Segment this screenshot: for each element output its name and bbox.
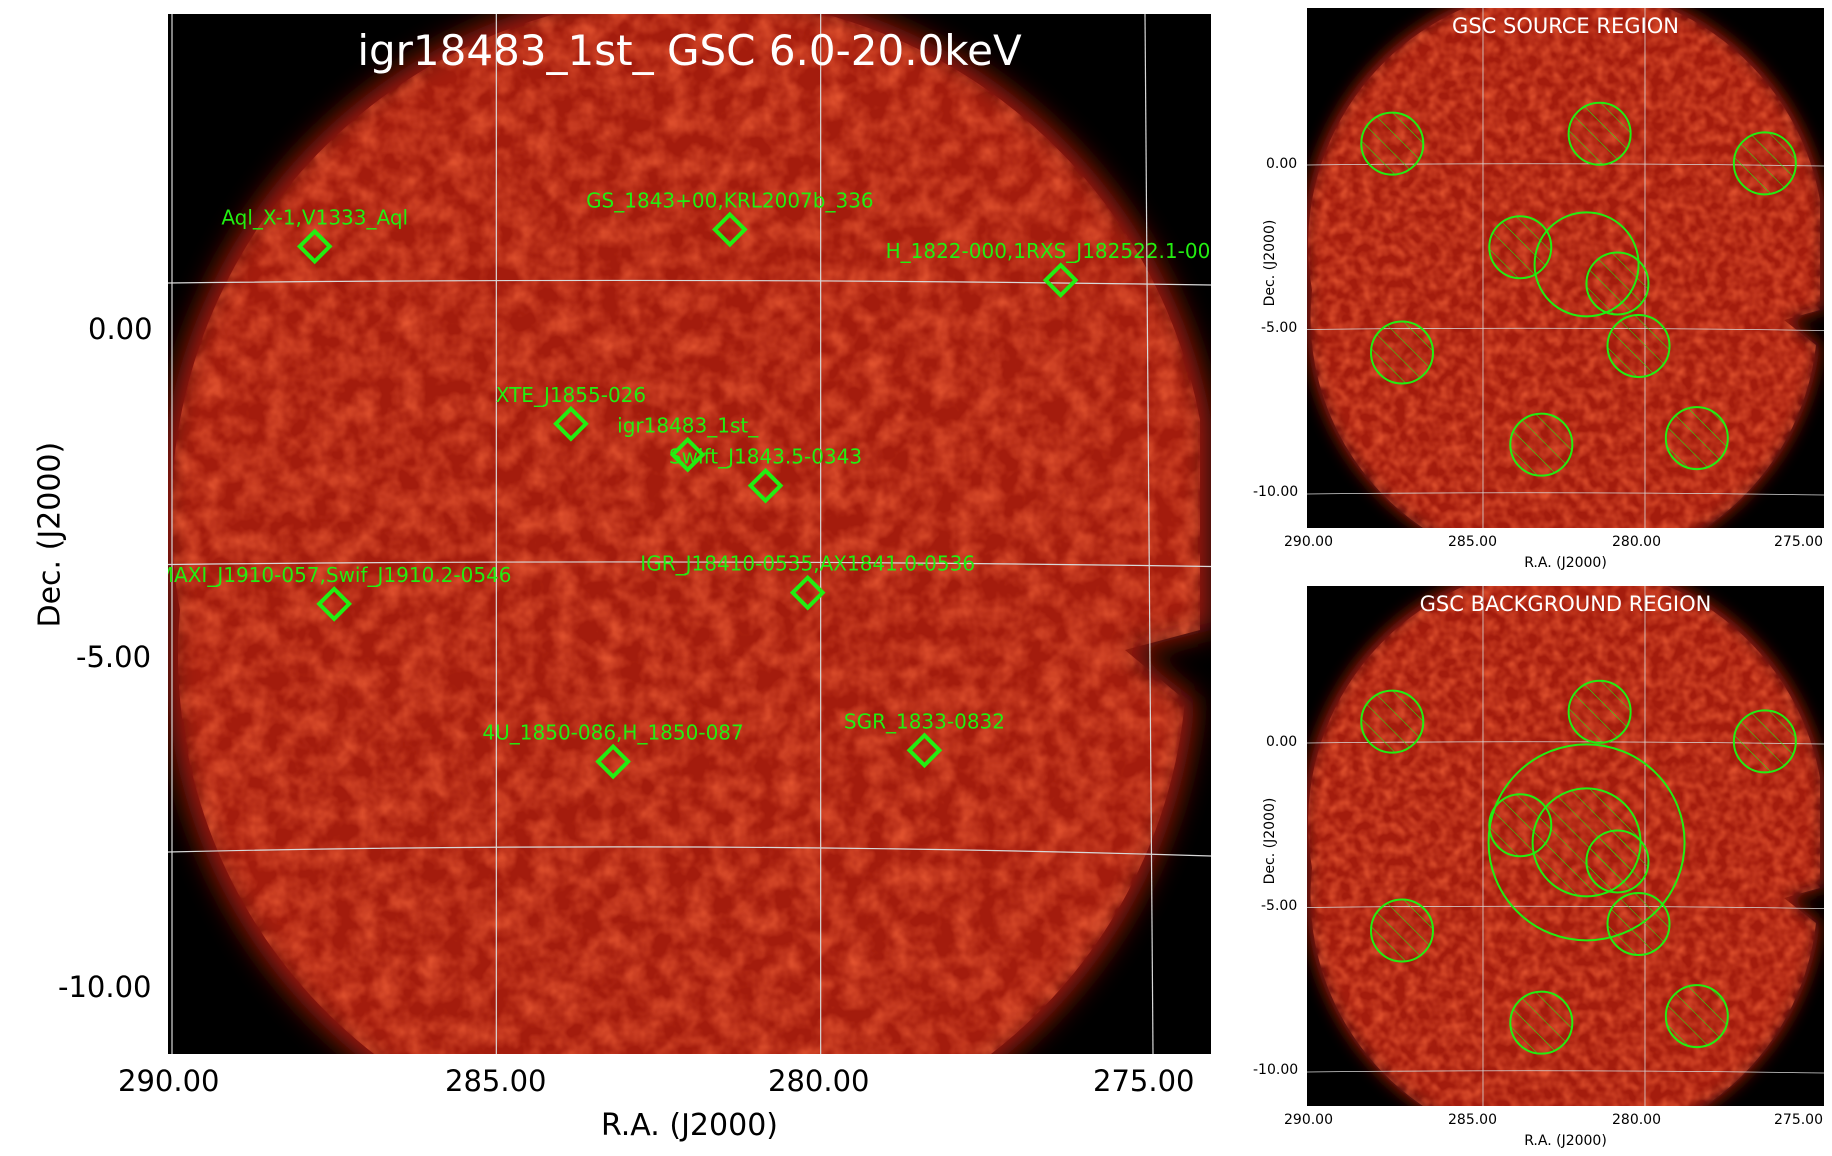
- excluded-source-circle: [1666, 985, 1728, 1047]
- main-x-tick: 275.00: [1093, 1064, 1194, 1098]
- source-label: Swift_J1843.5-0343: [669, 445, 862, 469]
- main-x-axis-label: R.A. (J2000): [168, 1108, 1211, 1143]
- excluded-source-circle: [1510, 992, 1572, 1054]
- source-y-axis-label: Dec. (J2000): [1262, 213, 1278, 313]
- source-label: igr18483_1st_: [617, 414, 759, 438]
- background-x-tick: 285.00: [1448, 1112, 1497, 1128]
- exposure-disk-noise: [1308, 0, 1820, 571]
- main-x-tick: 280.00: [768, 1064, 869, 1098]
- excluded-source-circle: [1569, 103, 1631, 165]
- source-label: H_1822-000,1RXS_J182522.1-0000: [886, 239, 1236, 263]
- main-sky-map: Aql_X-1,V1333_Aql GS_1843+00,KRL2007b_336…: [0, 0, 1240, 1156]
- background-x-tick: 280.00: [1612, 1112, 1661, 1128]
- main-title: igr18483_1st_ GSC 6.0-20.0keV: [168, 26, 1211, 75]
- excluded-source-circle: [1569, 681, 1631, 743]
- excluded-source-circle: [1734, 132, 1796, 194]
- background-y-tick: -5.00: [1261, 898, 1297, 914]
- main-x-tick: 290.00: [118, 1064, 219, 1098]
- background-region-title: GSC BACKGROUND REGION: [1307, 592, 1824, 616]
- excluded-source-circle: [1666, 407, 1728, 469]
- source-y-tick: -10.00: [1253, 484, 1298, 500]
- main-y-tick: -10.00: [58, 970, 152, 1004]
- background-region-panel: GSC BACKGROUND REGION Dec. (J2000) R.A. …: [1240, 578, 1832, 1156]
- main-x-tick: 285.00: [445, 1064, 546, 1098]
- source-x-tick: 285.00: [1448, 534, 1497, 550]
- source-x-axis-label: R.A. (J2000): [1307, 555, 1824, 571]
- background-x-axis-label: R.A. (J2000): [1307, 1133, 1824, 1149]
- source-x-tick: 290.00: [1284, 534, 1333, 550]
- main-y-tick: -5.00: [76, 640, 151, 674]
- background-x-tick: 275.00: [1774, 1112, 1823, 1128]
- source-y-tick: 0.00: [1266, 156, 1297, 172]
- background-y-tick: -10.00: [1253, 1062, 1298, 1078]
- background-x-tick: 290.00: [1284, 1112, 1333, 1128]
- excluded-source-circle: [1361, 691, 1423, 753]
- background-region-map: [1240, 578, 1832, 1156]
- excluded-source-circle: [1510, 414, 1572, 476]
- excluded-source-circle: [1361, 113, 1423, 175]
- source-region-title: GSC SOURCE REGION: [1307, 14, 1824, 38]
- source-region-panel: GSC SOURCE REGION Dec. (J2000) R.A. (J20…: [1240, 0, 1832, 578]
- source-label: 4U_1850-086,H_1850-087: [482, 721, 743, 745]
- background-y-tick: 0.00: [1266, 734, 1297, 750]
- excluded-source-circle: [1608, 893, 1670, 955]
- source-label: SGR_1833-0832: [844, 709, 1005, 733]
- source-x-tick: 280.00: [1612, 534, 1661, 550]
- source-y-tick: -5.00: [1261, 320, 1297, 336]
- source-x-tick: 275.00: [1774, 534, 1823, 550]
- excluded-source-circle: [1371, 322, 1433, 384]
- main-sky-map-panel: Aql_X-1,V1333_Aql GS_1843+00,KRL2007b_336…: [0, 0, 1240, 1156]
- source-label: XTE_J1855-026: [496, 383, 646, 407]
- main-y-tick: 0.00: [88, 312, 153, 346]
- excluded-source-circle: [1371, 900, 1433, 962]
- background-annulus-inner: [1533, 788, 1641, 896]
- excluded-source-circle: [1489, 216, 1551, 278]
- source-region-map: [1240, 0, 1832, 578]
- excluded-source-circle: [1608, 315, 1670, 377]
- background-y-axis-label: Dec. (J2000): [1262, 791, 1278, 891]
- excluded-source-circle: [1734, 710, 1796, 772]
- source-label: MAXI_J1910-057,Swif_J1910.2-0546: [157, 563, 512, 587]
- main-y-axis-label: Dec. (J2000): [33, 448, 68, 628]
- source-label: GS_1843+00,KRL2007b_336: [586, 189, 874, 213]
- source-label: Aql_X-1,V1333_Aql: [221, 205, 408, 229]
- source-label: IGR_J18410-0535,AX1841.0-0536: [640, 552, 975, 576]
